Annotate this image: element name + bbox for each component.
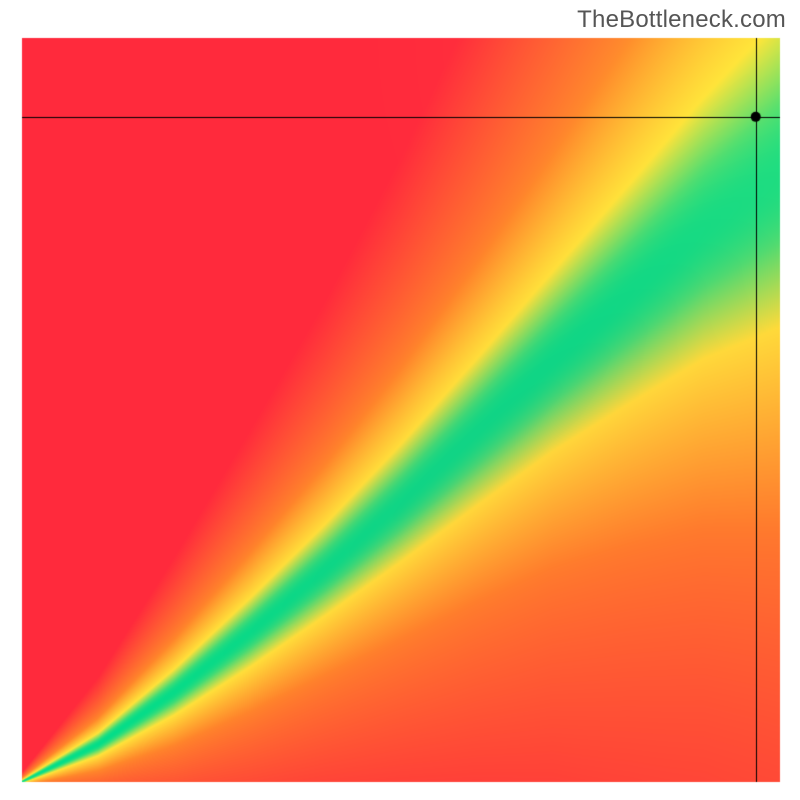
bottleneck-heatmap: [0, 0, 800, 800]
chart-container: TheBottleneck.com: [0, 0, 800, 800]
watermark-label: TheBottleneck.com: [577, 6, 786, 34]
